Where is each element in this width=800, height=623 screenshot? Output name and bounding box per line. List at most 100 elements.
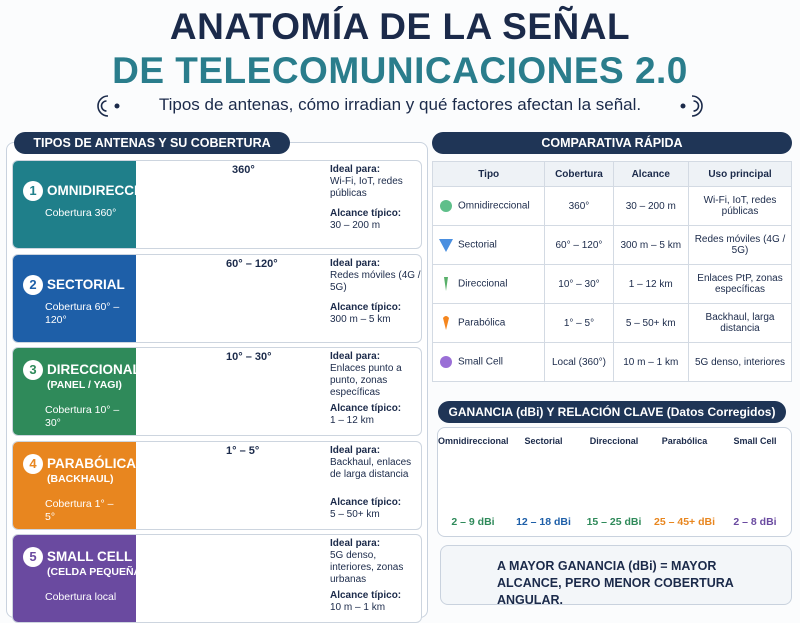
gain-name: Small Cell bbox=[733, 436, 777, 446]
row-type: Parabólica bbox=[458, 317, 506, 329]
ideal-text: 5G denso, interiores, zonas urbanas bbox=[330, 550, 404, 585]
table-row: Small Cell Local (360°) 10 m – 1 km 5G dens… bbox=[431, 342, 792, 382]
table-cell: Omnidireccional bbox=[431, 186, 546, 226]
icon-shape bbox=[439, 239, 453, 252]
beam-label: 60° – 120° bbox=[226, 257, 278, 270]
range-label: Alcance típico: bbox=[330, 208, 402, 219]
antenna-card: 2 SECTORIAL Cobertura 60° – 120° bbox=[12, 253, 422, 343]
range-label: Alcance típico: bbox=[330, 403, 402, 414]
row-type: Sectorial bbox=[458, 239, 497, 251]
table-row: Direccional 10° – 30° 1 – 12 km Enlaces PtP… bbox=[431, 264, 792, 304]
table-cell: 5 – 50+ km bbox=[612, 303, 690, 343]
table-cell: 30 – 200 m bbox=[612, 186, 690, 226]
number: 5 bbox=[23, 547, 43, 567]
number: 4 bbox=[23, 453, 43, 474]
beam-label: 1° – 5° bbox=[226, 444, 260, 457]
table-cell: 360° bbox=[544, 186, 614, 226]
wave-icon bbox=[691, 95, 703, 117]
title-line-1: ANATOMÍA DE LA SEÑAL bbox=[169, 6, 631, 47]
ideal-text: Backhaul, enlaces de larga distancia bbox=[330, 456, 412, 480]
table-cell: 10° – 30° bbox=[544, 264, 614, 304]
type-icon bbox=[443, 316, 449, 330]
range-text: 30 – 200 m bbox=[330, 220, 381, 231]
range-label: Alcance típico: bbox=[330, 496, 402, 508]
range-text: 10 m – 1 km bbox=[330, 602, 386, 613]
number: 1 bbox=[23, 181, 43, 201]
ideal-label: Ideal para: bbox=[330, 164, 381, 175]
range-label: Alcance típico: bbox=[330, 590, 402, 601]
antennas-title: TIPOS DE ANTENAS Y SU COBERTURA bbox=[14, 132, 290, 154]
antenna-name: SECTORIAL bbox=[47, 276, 125, 292]
table-cell: 60° – 120° bbox=[544, 225, 614, 265]
header-row: Tipo Cobertura Alcance Uso principal bbox=[431, 161, 792, 187]
gain-name: Direccional bbox=[589, 436, 639, 446]
ideal-label: Ideal para: bbox=[330, 257, 381, 269]
table-row: Omnidireccional 360° 30 – 200 m Wi-Fi, IoT,… bbox=[431, 186, 792, 226]
beam-label: 360° bbox=[232, 164, 255, 176]
antenna-card: 5 SMALL CELL (CELDA PEQUEÑA) Cobertura loca… bbox=[12, 534, 422, 623]
coverage: Cobertura 60° – 120° bbox=[45, 300, 120, 326]
type-icon bbox=[440, 356, 452, 368]
type-icon bbox=[439, 239, 453, 252]
comparison-title: COMPARATIVA RÁPIDA bbox=[432, 132, 792, 154]
ideal-label: Ideal para: bbox=[330, 351, 381, 362]
coverage: Cobertura 1° – 5° bbox=[45, 497, 114, 523]
antenna-name: DIRECCIONAL bbox=[47, 362, 141, 377]
table-cell: 1 – 12 km bbox=[612, 264, 690, 304]
header-cell: Uso principal bbox=[688, 161, 792, 187]
number: 3 bbox=[23, 360, 43, 380]
wave-dot bbox=[680, 103, 686, 109]
icon-shape bbox=[443, 316, 449, 330]
gain-value: 25 – 45+ dBi bbox=[654, 516, 715, 528]
gain-value: 15 – 25 dBi bbox=[586, 516, 642, 528]
wave-icon bbox=[100, 100, 107, 112]
gain-name: Parabólica bbox=[661, 436, 708, 446]
gain-name: Sectorial bbox=[524, 436, 563, 446]
row-type: Direccional bbox=[458, 278, 508, 290]
icon-shape bbox=[440, 356, 452, 368]
table-cell: Backhaul, larga distancia bbox=[688, 303, 792, 343]
table-cell: Small Cell bbox=[431, 342, 546, 382]
antenna-subname: (PANEL / YAGI) bbox=[47, 379, 122, 391]
table-cell: 10 m – 1 km bbox=[612, 342, 690, 382]
coverage: Cobertura 10° – 30° bbox=[45, 404, 120, 429]
range-text: 1 – 12 km bbox=[330, 415, 374, 426]
table-cell: Parabólica bbox=[431, 303, 546, 343]
icon-shape bbox=[444, 277, 448, 291]
table-cell: 5G denso, interiores bbox=[688, 342, 792, 382]
table-cell: Redes móviles (4G / 5G) bbox=[688, 225, 792, 265]
ideal-label: Ideal para: bbox=[330, 538, 381, 549]
range-text: 300 m – 5 km bbox=[330, 313, 391, 325]
number: 2 bbox=[23, 274, 43, 295]
gain-title: GANANCIA (dBi) Y RELACIÓN CLAVE (Datos C… bbox=[438, 401, 786, 423]
row-type: Small Cell bbox=[458, 356, 504, 368]
type-icon bbox=[440, 200, 452, 212]
gain-value: 2 – 8 dBi bbox=[733, 516, 777, 528]
gain-name: Omnidireccional bbox=[438, 436, 509, 446]
ideal-label: Ideal para: bbox=[330, 444, 381, 456]
table-cell: Direccional bbox=[431, 264, 546, 304]
wave-icon bbox=[693, 100, 700, 112]
ideal-text: Wi-Fi, IoT, redes públicas bbox=[330, 176, 403, 199]
comparison-table: Tipo Cobertura Alcance Uso principal Omnidir… bbox=[431, 161, 792, 382]
gain-value: 12 – 18 dBi bbox=[516, 516, 571, 528]
key-note: A MAYOR GANANCIA (dBi) = MAYOR ALCANCE, … bbox=[497, 559, 734, 607]
color-block bbox=[13, 254, 136, 342]
antenna-card: 3 DIRECCIONAL (PANEL / YAGI) Cobertura 10° … bbox=[12, 347, 422, 436]
table-cell: Local (360°) bbox=[544, 342, 614, 382]
antenna-name: PARABÓLICA bbox=[47, 455, 136, 471]
header-cell: Cobertura bbox=[544, 161, 614, 187]
beam-label: 10° – 30° bbox=[226, 351, 272, 363]
icon-shape bbox=[440, 200, 452, 212]
coverage: Cobertura 360° bbox=[45, 207, 117, 219]
table-cell: Enlaces PtP, zonas específicas bbox=[688, 264, 792, 304]
table-cell: Wi-Fi, IoT, redes públicas bbox=[688, 186, 792, 226]
note-box bbox=[440, 545, 792, 605]
header-cell: Alcance bbox=[612, 161, 690, 187]
table-cell: Sectorial bbox=[431, 225, 546, 265]
table-row: Parabólica 1° – 5° 5 – 50+ km Backhaul, lar… bbox=[431, 303, 792, 343]
ideal-text: Enlaces punto a punto, zonas específicas bbox=[330, 363, 402, 398]
wave-icon bbox=[97, 95, 109, 117]
